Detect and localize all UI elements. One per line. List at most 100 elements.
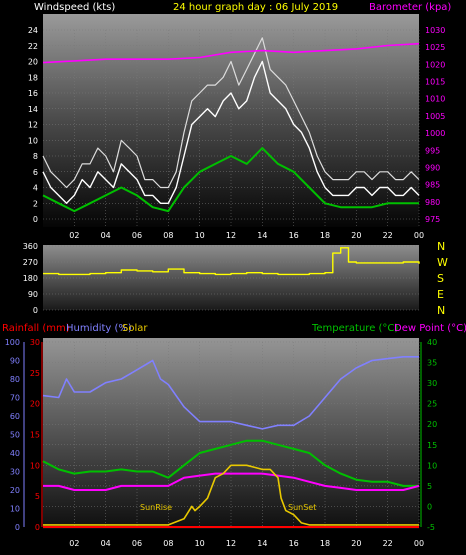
windspeed-tick-label: 6 bbox=[33, 168, 38, 177]
barometer-tick-label: 985 bbox=[425, 181, 440, 190]
temperature-tick-label: 10 bbox=[427, 461, 437, 470]
compass-label: W bbox=[437, 256, 448, 269]
compass-label: N bbox=[437, 240, 445, 253]
windspeed-tick-label: 10 bbox=[28, 136, 38, 145]
direction-tick-label: 270 bbox=[23, 258, 38, 267]
barometer-axis-title: Barometer (kpa) bbox=[369, 2, 451, 13]
temp-x-tick-label: 06 bbox=[132, 539, 142, 548]
windspeed-axis-title: Windspeed (kts) bbox=[34, 2, 115, 13]
compass-label: N bbox=[437, 304, 445, 317]
gust-line bbox=[42, 37, 420, 189]
windspeed-tick-label: 2 bbox=[33, 199, 38, 208]
humidity-tick-label: 40 bbox=[10, 449, 20, 458]
wind-x-tick-label: 12 bbox=[226, 231, 236, 240]
rainfall-tick-label: 15 bbox=[30, 431, 40, 440]
temp-x-tick-label: 10 bbox=[195, 539, 205, 548]
windspeed-tick-label: 16 bbox=[28, 89, 38, 98]
wind-x-tick-label: 22 bbox=[383, 231, 393, 240]
temperature-tick-label: -5 bbox=[427, 523, 435, 532]
direction-tick-label: 0 bbox=[33, 306, 38, 315]
chart-marks: 0246810121416182022249759809859909951000… bbox=[5, 26, 448, 548]
windspeed-tick-label: 12 bbox=[28, 121, 38, 130]
humidity-tick-label: 10 bbox=[10, 505, 20, 514]
barometer-tick-label: 1010 bbox=[425, 95, 445, 104]
wind-x-tick-label: 20 bbox=[351, 231, 361, 240]
direction-tick-label: 360 bbox=[23, 242, 38, 251]
barometer-tick-label: 990 bbox=[425, 163, 440, 172]
solar-line bbox=[43, 464, 419, 526]
temperature-tick-label: 5 bbox=[427, 482, 432, 491]
windspeed-tick-label: 22 bbox=[28, 42, 38, 51]
barometer-tick-label: 1025 bbox=[425, 43, 445, 52]
wind-x-tick-label: 00 bbox=[414, 231, 424, 240]
temp-x-tick-label: 20 bbox=[351, 539, 361, 548]
wind-x-tick-label: 14 bbox=[257, 231, 267, 240]
humidity-tick-label: 90 bbox=[10, 357, 20, 366]
barometer-tick-label: 1005 bbox=[425, 112, 445, 121]
wind-direction-line bbox=[43, 247, 420, 276]
humidity-tick-label: 80 bbox=[10, 375, 20, 384]
temperature-tick-label: 35 bbox=[427, 359, 437, 368]
humidity-line bbox=[42, 355, 419, 430]
temperature-axis-title: Temperature (°C) bbox=[311, 323, 398, 334]
compass-label: S bbox=[437, 272, 444, 285]
rainfall-tick-label: 5 bbox=[35, 492, 40, 501]
temp-x-tick-label: 22 bbox=[383, 539, 393, 548]
rainfall-tick-label: 25 bbox=[30, 369, 40, 378]
temperature-tick-label: 25 bbox=[427, 400, 437, 409]
temperature-tick-label: 40 bbox=[427, 338, 437, 347]
humidity-tick-label: 60 bbox=[10, 412, 20, 421]
temperature-line bbox=[42, 439, 419, 487]
compass-label: E bbox=[437, 288, 444, 301]
barometer-line bbox=[42, 42, 420, 64]
barometer-tick-label: 995 bbox=[425, 146, 440, 155]
wind-average-line bbox=[42, 147, 419, 213]
temperature-tick-label: 20 bbox=[427, 420, 437, 429]
temp-x-tick-label: 02 bbox=[69, 539, 79, 548]
temperature-tick-label: 30 bbox=[427, 379, 437, 388]
rainfall-tick-label: 0 bbox=[35, 523, 40, 532]
wind-x-tick-label: 02 bbox=[69, 231, 79, 240]
rainfall-tick-label: 10 bbox=[30, 461, 40, 470]
direction-tick-label: 90 bbox=[28, 290, 38, 299]
barometer-tick-label: 975 bbox=[425, 215, 440, 224]
temp-x-tick-label: 00 bbox=[414, 539, 424, 548]
sunrise-annotation: SunRise bbox=[140, 503, 172, 512]
temp-x-tick-label: 14 bbox=[257, 539, 267, 548]
wind-x-tick-label: 06 bbox=[132, 231, 142, 240]
humidity-tick-label: 20 bbox=[10, 486, 20, 495]
temperature-tick-label: 0 bbox=[427, 502, 432, 511]
barometer-tick-label: 1030 bbox=[425, 26, 445, 35]
windspeed-tick-label: 0 bbox=[33, 215, 38, 224]
temp-x-tick-label: 12 bbox=[226, 539, 236, 548]
barometer-tick-label: 1015 bbox=[425, 78, 445, 87]
wind-x-tick-label: 16 bbox=[289, 231, 299, 240]
direction-tick-label: 180 bbox=[23, 274, 38, 283]
humidity-axis-title: Humidity (%) bbox=[66, 323, 132, 334]
temp-x-tick-label: 04 bbox=[101, 539, 111, 548]
temp-x-tick-label: 18 bbox=[320, 539, 330, 548]
windspeed-tick-label: 20 bbox=[28, 58, 38, 67]
temperature-tick-label: 15 bbox=[427, 441, 437, 450]
barometer-tick-label: 1020 bbox=[425, 60, 445, 69]
windspeed-tick-label: 14 bbox=[28, 105, 38, 114]
humidity-tick-label: 50 bbox=[10, 431, 20, 440]
solar-axis-title: Solar bbox=[122, 323, 148, 334]
windspeed-tick-label: 4 bbox=[33, 184, 38, 193]
dewpoint-line bbox=[43, 472, 420, 491]
humidity-tick-label: 70 bbox=[10, 394, 20, 403]
windspeed-tick-label: 8 bbox=[33, 152, 38, 161]
wind-x-tick-label: 10 bbox=[195, 231, 205, 240]
rainfall-tick-label: 20 bbox=[30, 400, 40, 409]
humidity-tick-label: 0 bbox=[15, 523, 20, 532]
direction-panel bbox=[43, 245, 419, 310]
wind-x-tick-label: 08 bbox=[163, 231, 173, 240]
windspeed-line bbox=[42, 60, 420, 205]
barometer-tick-label: 980 bbox=[425, 198, 440, 207]
wind-x-tick-label: 18 bbox=[320, 231, 330, 240]
humidity-tick-label: 100 bbox=[5, 338, 20, 347]
rainfall-tick-label: 30 bbox=[30, 338, 40, 347]
temp-x-tick-label: 16 bbox=[289, 539, 299, 548]
rainfall-axis-title: Rainfall (mm) bbox=[2, 323, 70, 334]
